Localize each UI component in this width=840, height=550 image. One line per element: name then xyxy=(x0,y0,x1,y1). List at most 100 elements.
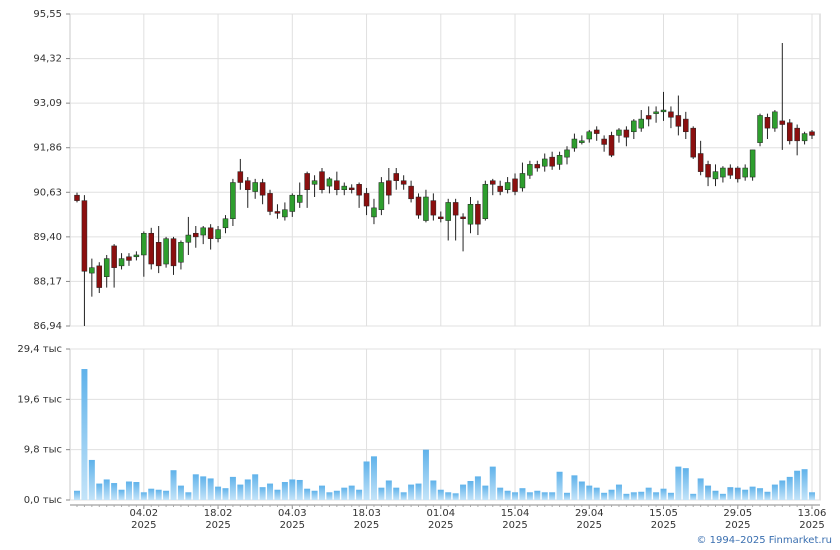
candle-body xyxy=(497,185,503,192)
candle-body xyxy=(282,209,288,218)
volume-bar xyxy=(185,492,192,500)
candle-body xyxy=(593,129,600,134)
candle-body xyxy=(764,117,771,129)
candle-body xyxy=(400,180,407,185)
candle-body xyxy=(237,171,244,183)
volume-bar xyxy=(734,487,741,500)
candle-body xyxy=(556,155,563,165)
volume-bar xyxy=(74,490,80,500)
volume-bar xyxy=(615,484,622,500)
candle-body xyxy=(141,232,147,256)
volume-bar xyxy=(133,482,140,500)
volume-bar xyxy=(794,470,801,500)
candle-body xyxy=(267,193,273,212)
candle-body xyxy=(252,182,258,192)
candle-body xyxy=(690,127,696,158)
volume-bar xyxy=(177,485,184,500)
volume-bar xyxy=(252,474,259,500)
candle-body xyxy=(126,256,132,261)
volume-bar xyxy=(244,479,251,500)
y-tick-label: 19,6 тыс xyxy=(17,394,62,405)
volume-bar xyxy=(289,479,296,500)
candle-body xyxy=(386,180,392,196)
volume-bar xyxy=(311,490,318,500)
candle-body xyxy=(579,140,585,143)
candle-body xyxy=(675,115,682,127)
candle-body xyxy=(193,232,199,238)
candle-body xyxy=(371,207,377,218)
x-tick-label: 29.04 2025 xyxy=(574,508,604,531)
volume-bar xyxy=(229,476,236,500)
volume-bar xyxy=(623,493,630,500)
candle-body xyxy=(245,180,251,190)
volume-bar xyxy=(341,487,348,500)
candle-body xyxy=(445,202,451,221)
volume-bar xyxy=(534,490,541,500)
volume-bar xyxy=(163,490,170,500)
volume-bar xyxy=(549,492,556,500)
volume-bar xyxy=(630,492,637,500)
y-tick-label: 90,63 xyxy=(33,187,62,198)
x-tick-label: 13.06 2025 xyxy=(797,508,827,531)
volume-bar xyxy=(222,488,229,500)
volume-bar xyxy=(296,479,303,500)
volume-bar xyxy=(274,489,281,500)
candle-body xyxy=(586,131,593,140)
y-tick-label: 95,55 xyxy=(33,9,62,20)
volume-bar xyxy=(564,492,570,500)
candle-body xyxy=(475,203,481,225)
candle-body xyxy=(96,265,103,288)
candle-body xyxy=(274,211,281,214)
volume-bar xyxy=(786,476,793,500)
candle-body xyxy=(601,138,607,145)
volume-bar xyxy=(474,476,481,500)
candle-body xyxy=(133,254,140,258)
volume-bar xyxy=(586,485,593,500)
candle-body xyxy=(334,180,340,190)
candle-body xyxy=(438,216,444,219)
volume-bar xyxy=(415,483,422,500)
volume-bar xyxy=(281,482,288,500)
candle-body xyxy=(541,158,548,167)
candle-body xyxy=(772,111,778,129)
volume-bar xyxy=(593,487,600,500)
candle-body xyxy=(74,194,80,201)
volume-bar xyxy=(148,488,155,500)
candle-body xyxy=(712,171,719,180)
volume-bar xyxy=(519,488,526,500)
candle-body xyxy=(683,118,689,133)
candle-body xyxy=(423,196,429,221)
volume-bar xyxy=(215,486,222,500)
candle-body xyxy=(304,173,310,190)
candle-body xyxy=(512,178,518,192)
volume-bar xyxy=(660,488,667,500)
candle-body xyxy=(735,167,741,180)
volume-bar xyxy=(489,466,496,500)
candle-body xyxy=(430,200,437,216)
volume-bar xyxy=(118,489,125,500)
candle-body xyxy=(393,173,399,181)
volume-bar xyxy=(452,493,459,500)
volume-bar xyxy=(771,484,778,500)
volume-bar xyxy=(319,485,325,500)
candle-body xyxy=(660,109,667,113)
candle-body xyxy=(460,216,466,219)
volume-bar xyxy=(192,474,199,500)
volume-bar xyxy=(682,468,689,500)
x-tick-label: 15.04 2025 xyxy=(500,508,530,531)
volume-bar xyxy=(764,491,771,500)
volume-bar xyxy=(541,492,548,500)
volume-bar xyxy=(437,489,444,500)
candle-body xyxy=(148,232,154,265)
volume-bar xyxy=(497,487,504,500)
candle-body xyxy=(200,227,206,236)
volume-bar xyxy=(237,484,244,500)
candle-body xyxy=(215,229,221,239)
volume-bar xyxy=(712,490,719,500)
volume-bar xyxy=(638,491,645,500)
candle-body xyxy=(490,180,496,185)
volume-bar xyxy=(422,449,429,500)
volume-bar xyxy=(705,485,712,500)
candle-body xyxy=(230,182,236,219)
x-tick-label: 01.04 2025 xyxy=(426,508,456,531)
